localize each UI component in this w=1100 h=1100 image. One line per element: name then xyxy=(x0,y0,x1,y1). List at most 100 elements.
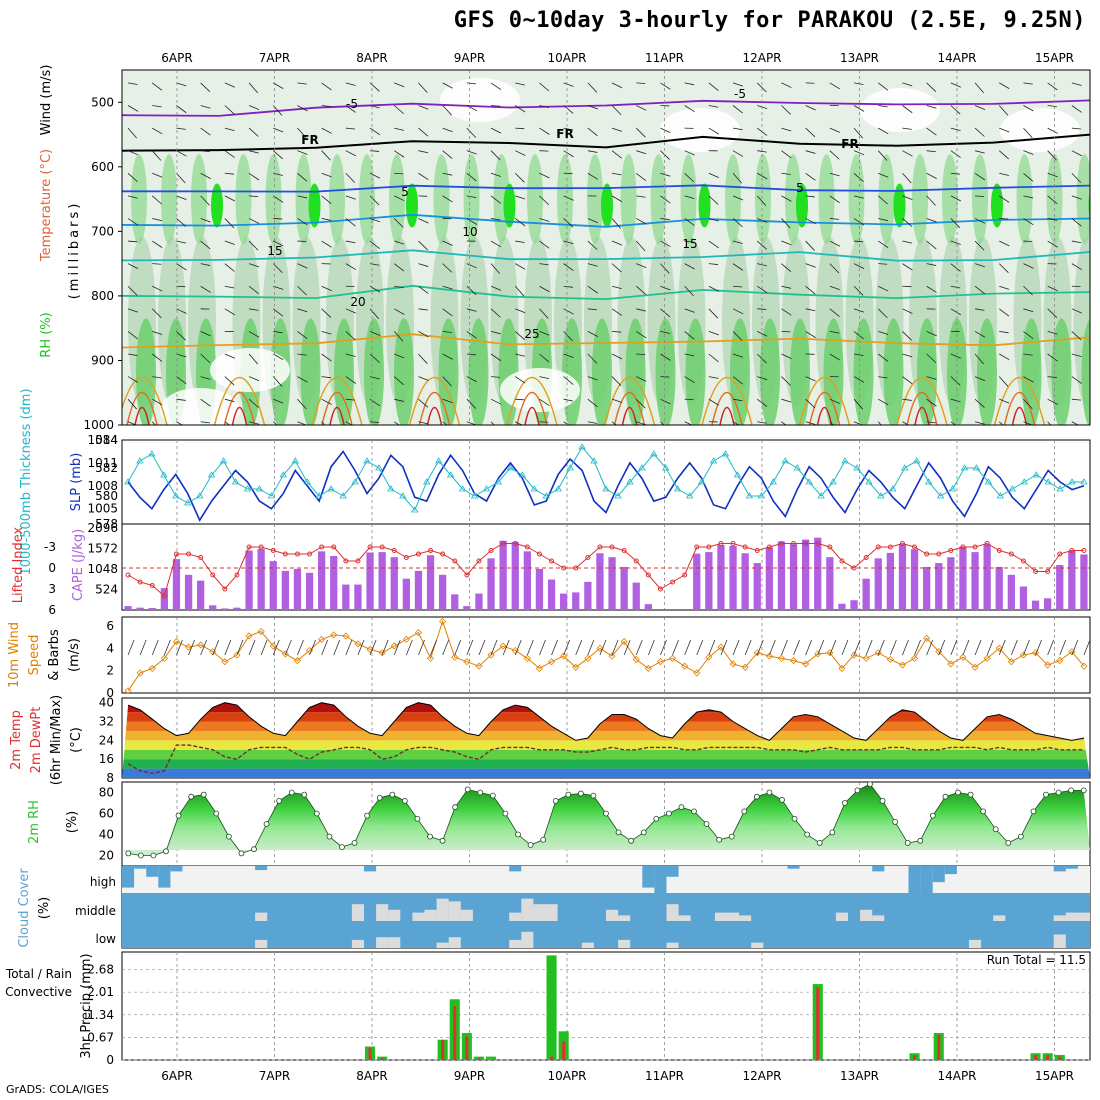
wind-speed-point xyxy=(789,657,798,665)
rh-point xyxy=(125,850,132,857)
wind-barb xyxy=(950,172,961,175)
thickness-point xyxy=(602,485,610,492)
wind-barb xyxy=(563,105,574,114)
wind-speed-point xyxy=(681,662,689,670)
wind-barb-10m xyxy=(393,639,401,656)
wind-barb xyxy=(176,240,187,244)
wind-barb xyxy=(950,150,961,158)
wind-barb xyxy=(394,82,405,88)
cloud-gap-bar xyxy=(448,937,461,948)
wind-barb xyxy=(684,195,695,199)
cape-bar xyxy=(1019,586,1028,610)
wind-barb xyxy=(853,421,863,425)
wind-barb-10m xyxy=(284,639,292,656)
wind-barb xyxy=(490,172,502,177)
rh-core xyxy=(308,183,321,228)
cloud-gap-bar xyxy=(412,912,425,921)
wind-barb-10m xyxy=(611,639,619,656)
wind-barb xyxy=(152,353,163,362)
wind-barb xyxy=(611,172,622,176)
precip-tick: 0 xyxy=(106,1053,114,1067)
wind-barb-10m xyxy=(260,639,268,656)
cloud-gap-bar xyxy=(460,909,473,921)
wind-barb xyxy=(248,218,260,224)
wind-barb xyxy=(515,218,526,227)
wind-barb xyxy=(297,105,308,112)
wind-barb xyxy=(1047,240,1058,248)
wind-barb xyxy=(660,127,671,134)
lifted-point xyxy=(621,548,627,553)
rh-core xyxy=(698,183,711,228)
wind-barb xyxy=(515,82,525,86)
wind-barb xyxy=(926,172,937,179)
lifted-point xyxy=(500,541,506,546)
temp-band xyxy=(122,712,1090,722)
thickness-point xyxy=(566,464,574,471)
temp-band xyxy=(122,759,1090,769)
lifted-point xyxy=(246,544,252,550)
temp-band xyxy=(122,721,1090,731)
isotherm-label: -5 xyxy=(346,97,358,111)
wind-barb xyxy=(563,398,574,402)
rh-core xyxy=(503,183,516,228)
thickness-point xyxy=(387,485,395,492)
wind-barb xyxy=(757,331,768,337)
lifted-point xyxy=(440,551,446,557)
wind-barb-10m xyxy=(1071,639,1079,656)
wind-barb xyxy=(127,308,139,313)
isotherm-loop xyxy=(231,406,248,425)
wind-speed-point xyxy=(318,635,326,643)
wind-barb xyxy=(369,127,381,136)
wind-barb xyxy=(466,82,477,85)
wind-barb xyxy=(393,376,404,386)
lifted-point xyxy=(549,558,555,564)
wind-barb xyxy=(708,376,719,379)
cape-bar xyxy=(935,563,943,610)
wind-barb xyxy=(515,376,526,384)
wind-barb xyxy=(805,285,816,295)
wind-speed-point xyxy=(160,654,168,662)
wind-barb xyxy=(684,376,695,384)
wind-barb xyxy=(684,172,695,183)
cloud-gap-bar xyxy=(1077,912,1090,921)
dry-patch xyxy=(160,388,240,425)
wind-barb xyxy=(926,263,937,266)
wind-barb xyxy=(708,82,719,91)
lifted-point xyxy=(936,551,942,557)
lifted-point xyxy=(742,544,748,550)
rh-point xyxy=(628,837,635,844)
wind-barb xyxy=(999,127,1010,133)
thickness-point xyxy=(494,478,503,485)
lifted-point xyxy=(827,544,833,550)
lifted-point xyxy=(331,544,337,550)
lifted-point xyxy=(585,555,591,560)
ylabel-millibars: (millibars) xyxy=(67,201,82,300)
wind-barb xyxy=(587,331,599,337)
wind-barb xyxy=(442,150,453,159)
lifted-tick: 6 xyxy=(48,603,56,617)
wind-barb xyxy=(732,218,743,228)
wind-barb xyxy=(732,240,743,244)
wind-speed-point xyxy=(487,651,495,659)
wind-speed-point xyxy=(366,645,374,653)
wind-barb-10m xyxy=(708,639,716,656)
lifted-point xyxy=(718,541,724,546)
thickness-point xyxy=(590,457,598,464)
wind-barb xyxy=(708,263,719,265)
lifted-point xyxy=(524,544,530,550)
wind-barb xyxy=(321,353,332,362)
wind-barb xyxy=(587,263,598,267)
wind-barb xyxy=(1047,127,1058,134)
lifted-point xyxy=(996,548,1002,553)
wind-barb xyxy=(805,105,816,111)
wind-barb xyxy=(684,218,695,226)
wind-barb xyxy=(902,240,913,244)
wind-barb xyxy=(273,331,283,334)
wind-barb xyxy=(853,353,864,356)
panel-frame xyxy=(121,523,1091,611)
wind-barb xyxy=(1023,331,1034,339)
cape-bar xyxy=(560,593,568,610)
wind-barb xyxy=(345,82,356,86)
wind-barb xyxy=(200,376,211,380)
